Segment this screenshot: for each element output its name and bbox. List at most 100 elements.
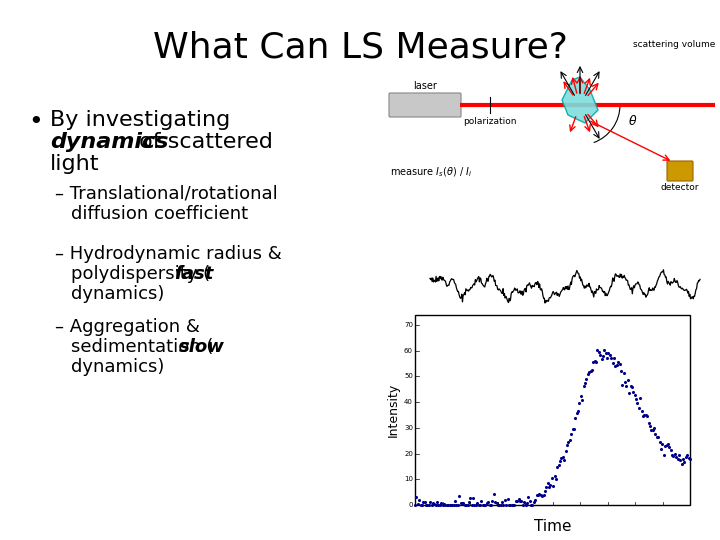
Point <box>557 453 569 461</box>
Text: laser: laser <box>413 81 437 91</box>
Text: •: • <box>28 110 42 134</box>
Point <box>434 501 446 509</box>
Point <box>633 404 644 413</box>
Point <box>683 453 694 462</box>
Point <box>491 498 503 507</box>
Point <box>420 501 432 509</box>
Point <box>626 383 638 391</box>
Point <box>472 498 483 507</box>
Text: sedimentation (: sedimentation ( <box>71 338 213 356</box>
Point <box>416 501 428 509</box>
Text: polarization: polarization <box>463 117 517 126</box>
Point <box>652 433 664 441</box>
Point <box>547 481 559 490</box>
Point <box>673 451 685 460</box>
Point <box>521 499 533 508</box>
Point <box>460 501 472 509</box>
Point <box>487 497 498 505</box>
Point <box>412 500 423 508</box>
Point <box>610 361 621 370</box>
Point <box>672 454 683 463</box>
Point <box>679 458 690 467</box>
Text: $\theta$: $\theta$ <box>628 114 637 128</box>
Point <box>444 501 455 509</box>
Point <box>607 359 618 367</box>
Point <box>544 483 555 491</box>
Point <box>524 497 536 506</box>
Point <box>642 411 653 420</box>
Text: 20: 20 <box>404 450 413 456</box>
Point <box>665 446 676 454</box>
Point <box>579 379 590 387</box>
Point <box>526 501 537 509</box>
Point <box>574 399 585 408</box>
Point <box>568 425 580 434</box>
Point <box>463 497 474 506</box>
Point <box>571 409 582 418</box>
Text: fast: fast <box>174 265 213 283</box>
Point <box>598 346 610 355</box>
Point <box>505 501 516 509</box>
Point <box>667 452 679 461</box>
Text: Time: Time <box>534 519 571 534</box>
Point <box>438 500 450 508</box>
Point <box>575 392 587 401</box>
Point <box>425 498 436 507</box>
Point <box>441 501 453 509</box>
Point <box>616 381 628 389</box>
Point <box>647 426 659 435</box>
Point <box>654 438 665 447</box>
Point <box>520 501 531 509</box>
Point <box>433 501 444 509</box>
Point <box>474 501 486 509</box>
Point <box>485 501 497 509</box>
Point <box>593 348 605 356</box>
Point <box>508 501 519 509</box>
Point <box>539 487 551 495</box>
Point <box>529 496 541 505</box>
Point <box>436 498 447 507</box>
Point <box>498 501 509 509</box>
Text: – Aggregation &: – Aggregation & <box>55 318 200 336</box>
Point <box>661 441 672 449</box>
Point <box>462 501 473 509</box>
Point <box>506 501 518 509</box>
Point <box>619 377 631 386</box>
Point <box>684 455 696 464</box>
Point <box>509 501 521 509</box>
Text: pH = 1: pH = 1 <box>425 323 459 333</box>
Point <box>426 501 437 509</box>
Text: slow: slow <box>179 338 225 356</box>
Point <box>446 501 458 509</box>
Point <box>448 500 459 509</box>
Point <box>586 366 598 374</box>
Text: dynamics): dynamics) <box>71 285 164 303</box>
Point <box>615 367 626 375</box>
Point <box>643 419 654 428</box>
Point <box>624 389 635 397</box>
Point <box>662 440 674 448</box>
Text: – Translational/rotational: – Translational/rotational <box>55 185 278 203</box>
Text: By investigating: By investigating <box>50 110 230 130</box>
Point <box>440 501 451 509</box>
Point <box>511 496 523 505</box>
Point <box>640 411 652 420</box>
Point <box>422 501 433 509</box>
Point <box>669 449 680 458</box>
Text: 60: 60 <box>404 348 413 354</box>
Point <box>410 492 422 501</box>
Point <box>527 500 539 509</box>
Text: 70: 70 <box>404 322 413 328</box>
Point <box>538 491 549 500</box>
Text: 50: 50 <box>404 373 413 379</box>
Point <box>651 433 662 441</box>
Text: dynamics): dynamics) <box>71 358 164 376</box>
Point <box>418 498 429 507</box>
Bar <box>415 315 690 505</box>
Point <box>466 501 477 509</box>
Point <box>445 501 456 509</box>
Point <box>495 501 506 509</box>
Point <box>532 490 544 499</box>
Point <box>570 414 581 422</box>
Point <box>458 499 469 508</box>
